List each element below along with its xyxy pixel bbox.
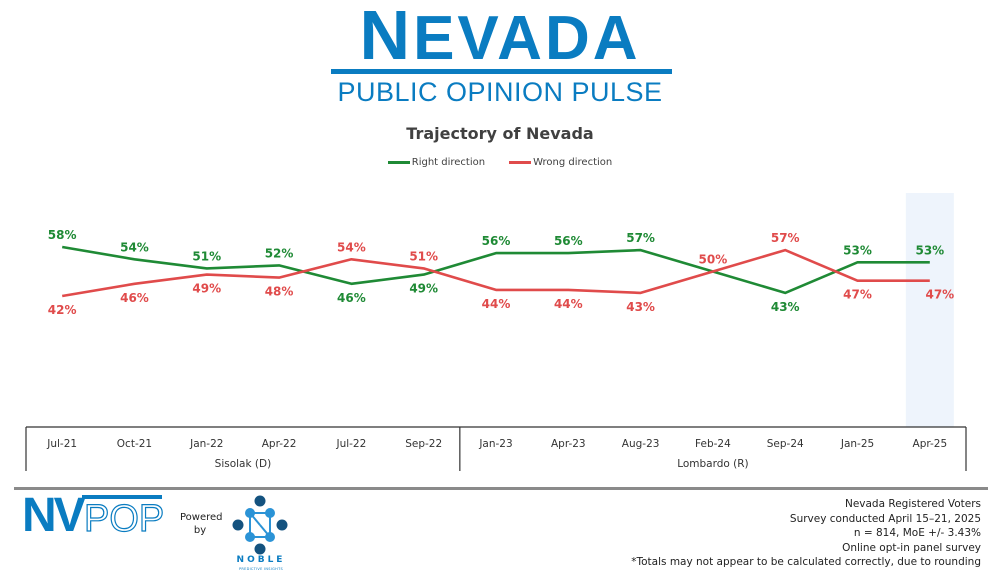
survey-notes: Nevada Registered Voters Survey conducte… [631,497,981,570]
x-tick-label: Jul-22 [335,438,366,450]
x-tick-label: Apr-22 [262,438,297,450]
group-label: Lombardo (R) [677,458,748,470]
nvpop-logo-pop: POP [84,498,164,537]
data-label-right-direction: 56% [482,234,511,248]
data-label-wrong-direction: 47% [843,288,872,302]
x-tick-label: Sep-24 [767,438,804,450]
data-label-right-direction: 54% [120,240,149,254]
x-tick-label: Jan-22 [189,438,223,450]
data-label-wrong-direction: 43% [626,300,655,314]
note-population: Nevada Registered Voters [844,498,981,510]
nvpop-logo-nv: NV [22,493,86,537]
data-label-right-direction: 57% [626,231,655,245]
data-label-right-direction: 53% [915,243,944,257]
data-label-right-direction: 46% [337,291,366,305]
chart-legend: Right direction Wrong direction [0,157,1000,168]
brand-title: NEVADA [0,0,1000,74]
data-label-right-direction: 43% [771,300,800,314]
x-tick-label: Aug-23 [622,438,660,450]
x-tick-label: Sep-22 [405,438,442,450]
legend-swatch-right-direction [387,161,410,164]
legend-swatch-wrong-direction [509,161,532,164]
data-label-right-direction: 49% [409,282,438,296]
x-tick-label: Feb-24 [695,438,731,450]
series-line-right-direction [61,245,930,295]
x-tick-label: Jul-21 [46,438,77,450]
brand-divider [331,69,672,74]
chart-title: Trajectory of Nevada [406,124,594,143]
data-label-wrong-direction: 51% [409,249,438,263]
noble-logo-icon [232,495,288,555]
x-tick-label: Jan-25 [840,438,874,450]
legend-item-wrong-direction: Wrong direction [509,157,612,168]
x-tick-label: Apr-25 [913,438,948,450]
nvpop-logo-bar [82,495,162,499]
legend-label-right-direction: Right direction [411,157,486,168]
group-label: Sisolak (D) [215,458,272,470]
data-label-right-direction: 51% [192,249,221,263]
data-label-wrong-direction: 47% [925,288,954,302]
powered-by-text: Powered by [180,512,223,536]
footer-divider [14,487,988,490]
note-dates: Survey conducted April 15–21, 2025 [789,512,981,525]
data-label-wrong-direction: 54% [337,240,366,254]
data-label-wrong-direction: 48% [265,285,294,299]
data-label-wrong-direction: 44% [554,297,583,311]
note-method: Online opt-in panel survey [842,541,981,554]
nvpop-logo: NV POP [22,493,165,537]
data-label-right-direction: 58% [48,228,77,242]
data-label-right-direction: 56% [554,234,583,248]
brand-subtitle: PUBLIC OPINION PULSE [337,77,663,107]
brand-title-initial: N [359,0,414,74]
legend-label-wrong-direction: Wrong direction [533,157,613,168]
data-label-wrong-direction: 44% [482,297,511,311]
data-label-wrong-direction: 57% [771,231,800,245]
noble-logo-tagline: PREDICTIVE INSIGHTS [238,567,284,571]
data-label-wrong-direction: 49% [192,282,221,296]
x-tick-label: Oct-21 [117,438,152,450]
data-label-right-direction: 53% [843,243,872,257]
data-label-wrong-direction: 50% [699,253,728,267]
highlight-band [905,193,954,427]
note-sample: n = 814, MoE +/- 3.43% [853,527,981,539]
brand-title-rest: EVADA [413,4,641,73]
data-label-right-direction: 52% [265,246,294,260]
note-rounding: *Totals may not appear to be calculated … [631,556,981,568]
legend-item-right-direction: Right direction [387,157,486,168]
x-tick-label: Jan-23 [478,438,512,450]
x-tick-label: Apr-23 [551,438,586,450]
series-line-wrong-direction [61,248,930,298]
data-label-wrong-direction: 42% [48,303,77,317]
data-label-wrong-direction: 46% [120,291,149,305]
noble-logo-wordmark: NOBLE [236,555,286,565]
